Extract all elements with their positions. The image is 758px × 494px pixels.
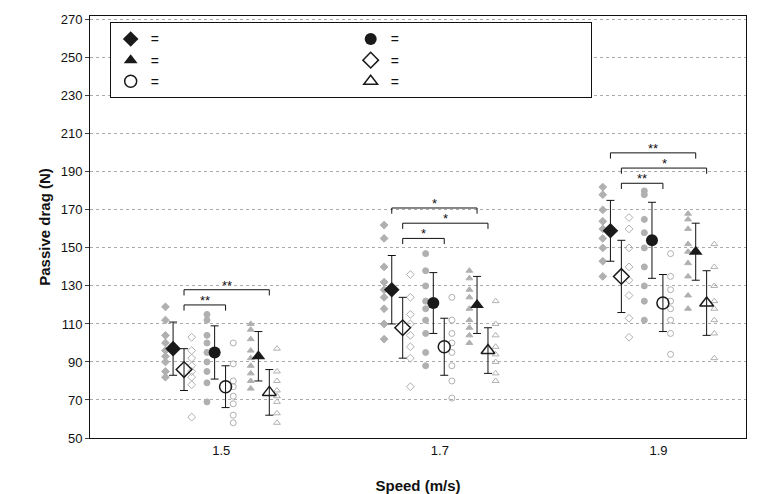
svg-text:70: 70 [68, 393, 82, 408]
svg-text:*: * [432, 196, 437, 211]
svg-text:110: 110 [62, 317, 83, 332]
svg-text:190: 190 [61, 164, 83, 179]
svg-text:Passive drag (N): Passive drag (N) [36, 168, 53, 286]
svg-text:210: 210 [61, 126, 83, 141]
svg-text:=: = [151, 53, 159, 69]
svg-text:=: = [391, 74, 399, 90]
svg-text:1.9: 1.9 [649, 443, 667, 458]
svg-text:=: = [391, 31, 399, 47]
svg-text:270: 270 [61, 12, 83, 27]
svg-text:50: 50 [68, 431, 82, 446]
svg-text:*: * [662, 156, 667, 171]
svg-text:230: 230 [61, 88, 83, 103]
svg-text:250: 250 [61, 50, 83, 65]
svg-text:**: ** [648, 141, 658, 156]
svg-text:*: * [443, 211, 448, 226]
svg-text:=: = [151, 74, 159, 90]
svg-text:170: 170 [61, 202, 83, 217]
svg-text:1.7: 1.7 [431, 443, 449, 458]
svg-text:150: 150 [61, 240, 83, 255]
svg-text:=: = [151, 31, 159, 47]
svg-text:90: 90 [68, 355, 82, 370]
svg-text:*: * [421, 226, 426, 241]
svg-text:=: = [391, 53, 399, 69]
svg-text:**: ** [200, 293, 210, 308]
svg-text:**: ** [637, 171, 647, 186]
svg-text:Speed (m/s): Speed (m/s) [375, 477, 460, 494]
svg-text:1.5: 1.5 [212, 443, 230, 458]
svg-text:130: 130 [61, 278, 83, 293]
svg-text:**: ** [222, 278, 232, 293]
